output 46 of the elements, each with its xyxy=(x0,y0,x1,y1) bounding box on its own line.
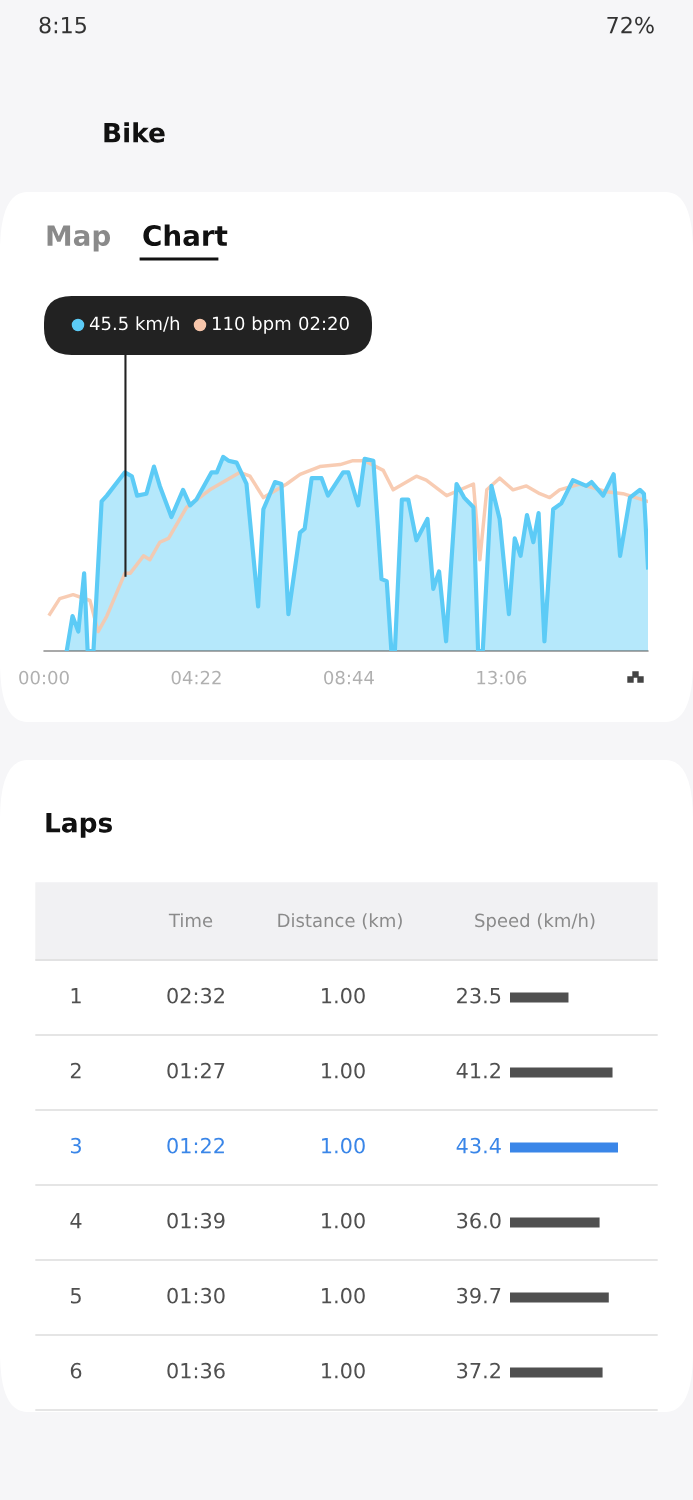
x-tick-label: 13:06 xyxy=(477,670,527,685)
bar xyxy=(510,1292,609,1303)
chart-title: Bike xyxy=(104,122,165,143)
data-label: 43.4 xyxy=(456,1137,501,1154)
text: 01:22 xyxy=(167,1137,224,1154)
text: 1.00 xyxy=(322,1212,365,1229)
data-label: 39.7 xyxy=(457,1287,501,1304)
text: Speed (km/h) xyxy=(475,913,595,931)
data-label: 41.2 xyxy=(456,1062,500,1079)
bar xyxy=(510,1367,603,1378)
y-tick-label: 1 xyxy=(71,988,81,1004)
text: 01:27 xyxy=(167,1062,225,1079)
y-tick-label: 6 xyxy=(70,1362,82,1379)
text: 1.00 xyxy=(322,1362,365,1379)
data-label: 36.0 xyxy=(457,1212,501,1229)
text: 72% xyxy=(607,16,654,34)
y-tick-label: 2 xyxy=(70,1062,81,1079)
data-label: 23.5 xyxy=(457,987,501,1004)
text: 02:20 xyxy=(299,316,349,331)
text: Laps xyxy=(46,813,112,838)
x-tick-label: 04:22 xyxy=(171,670,221,685)
text: Chart xyxy=(143,224,228,247)
text: 110 bpm xyxy=(212,316,291,334)
text: 01:36 xyxy=(167,1362,225,1379)
text: Time xyxy=(168,913,213,928)
y-tick-label: 4 xyxy=(70,1213,82,1229)
bar xyxy=(510,1142,618,1153)
y-tick-label: 3 xyxy=(70,1137,81,1154)
text: 1.00 xyxy=(322,1137,365,1154)
text: 01:30 xyxy=(167,1287,225,1304)
x-tick-label: 08:44 xyxy=(324,670,374,685)
data-label: 37.2 xyxy=(457,1362,500,1379)
text: 8:15 xyxy=(39,16,86,34)
y-tick-label: 5 xyxy=(70,1288,81,1304)
bar xyxy=(510,1067,613,1078)
bar xyxy=(510,992,569,1003)
text: 02:32 xyxy=(167,987,224,1004)
text: 1.00 xyxy=(322,1062,365,1079)
text: 45.5 km/h xyxy=(89,316,179,332)
text: 1.00 xyxy=(322,1287,365,1304)
bar xyxy=(510,1217,600,1228)
text: 01:39 xyxy=(167,1212,225,1229)
text: Map xyxy=(47,225,111,252)
text: Distance (km) xyxy=(278,913,402,930)
text: 1.00 xyxy=(322,987,365,1004)
x-tick-label: 00:00 xyxy=(19,670,69,685)
